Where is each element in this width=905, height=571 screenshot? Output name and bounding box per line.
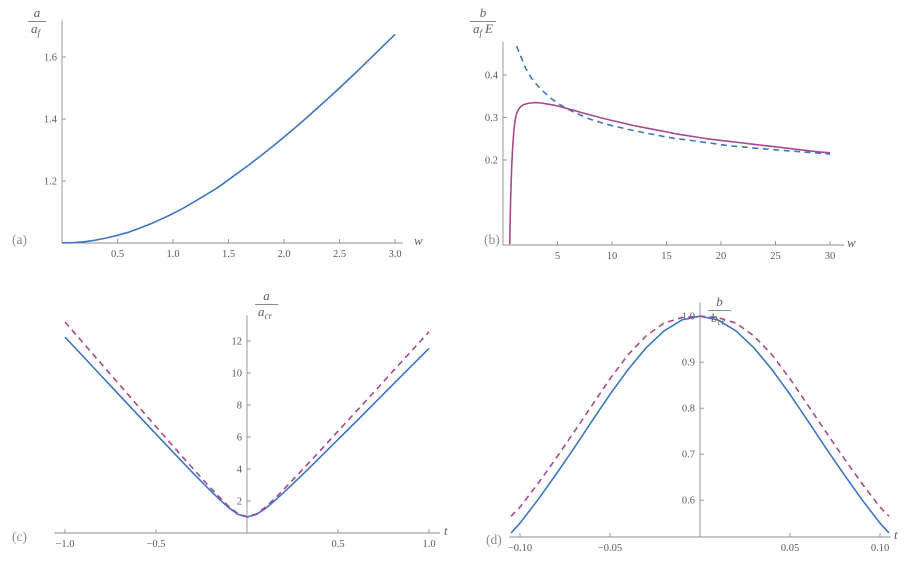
y-tick-label: 10	[232, 369, 243, 380]
panel-d: −0.10 −0.05 0.05 0.10 0.6 0.7 0.8 0.9 1.0 b bcr …	[452, 285, 905, 571]
x-tick-label: −0.05	[598, 543, 622, 554]
x-tick-label: 15	[661, 251, 672, 262]
panel-b-ylabel-den-base: a	[473, 20, 480, 36]
x-tick-label: 3.0	[388, 249, 401, 260]
panel-d-ylabel-den-base: b	[711, 309, 718, 325]
y-tick-label: 6	[237, 433, 242, 444]
x-tick-label: 30	[825, 251, 836, 262]
chart-b: 5 10 15 20 25 30 0.2 0.3 0.4	[485, 41, 845, 262]
x-tick-label: 0.10	[871, 543, 889, 554]
x-tick-label: 20	[716, 251, 727, 262]
curve-blue-dashed	[515, 45, 831, 155]
chart-a: 0.5 1.0 1.5 2.0 2.5 3.0 1.2 1.4 1.6	[44, 19, 403, 260]
x-tick-label: 2.5	[333, 249, 346, 260]
y-tick-label: 1.4	[44, 115, 58, 126]
panel-d-ylabel: b bcr	[708, 294, 731, 327]
curve-purple-dashed	[510, 315, 890, 517]
panel-a-letter: (a)	[12, 232, 27, 247]
y-tick-label: 2	[237, 497, 242, 508]
panel-c-ylabel-den-sub: cr	[264, 310, 273, 321]
y-tick-label: 0.6	[682, 496, 695, 507]
panel-c-xlabel: t	[444, 523, 448, 538]
panel-c-letter: (c)	[12, 529, 27, 544]
x-tick-label: 2.0	[277, 249, 290, 260]
panel-c-ylabel-den-base: a	[258, 303, 265, 319]
y-tick-label: 8	[237, 401, 242, 412]
panel-b-ylabel-den-sub: f	[479, 27, 483, 38]
panel-a-ylabel-numerator: a	[33, 5, 41, 20]
x-tick-label: −0.5	[146, 539, 165, 550]
y-tick-label: 0.2	[485, 156, 498, 167]
x-tick-label: 10	[607, 251, 618, 262]
panel-b-ylabel: b af E	[470, 5, 496, 38]
curve-purple-dashed	[64, 321, 430, 518]
x-tick-label: 1.0	[166, 249, 179, 260]
panel-a-ylabel-den-base: a	[31, 20, 38, 36]
y-tick-label: 1.6	[44, 53, 57, 64]
y-tick-label: 0.7	[682, 450, 695, 461]
y-tick-label: 0.8	[682, 404, 695, 415]
y-tick-label: 0.9	[682, 358, 695, 369]
panel-a-ylabel: a af	[28, 5, 47, 38]
y-tick-label: 1.2	[44, 177, 57, 188]
panel-c-ylabel-numerator: a	[263, 288, 270, 303]
x-tick-label: −0.10	[508, 543, 532, 554]
y-tick-label: 0.4	[485, 71, 499, 82]
panel-b-xlabel: w	[847, 235, 856, 250]
panel-b-ylabel-den-rest: E	[485, 20, 493, 36]
x-tick-label: 25	[770, 251, 781, 262]
panel-d-letter: (d)	[486, 532, 502, 547]
panel-b-letter: (b)	[484, 232, 500, 247]
panel-c: −1.0 −0.5 0.5 1.0 2 4 6 8 10 12 a acr t (c)	[0, 285, 453, 571]
panel-c-ylabel: a acr	[255, 288, 278, 321]
panel-b-ylabel-denominator: af E	[470, 20, 496, 38]
panel-d-ylabel-numerator: b	[716, 294, 723, 309]
chart-d: −0.10 −0.05 0.05 0.100.60.70.80.91.0	[508, 302, 891, 554]
panel-a-ylabel-denominator: af	[28, 20, 47, 38]
panel-d-ylabel-denominator: bcr	[708, 309, 731, 327]
x-tick-label: 5	[555, 251, 560, 262]
x-tick-label: 1.0	[422, 539, 435, 550]
panel-a-xlabel: w	[414, 233, 423, 248]
panel-b-ylabel-numerator: b	[479, 5, 487, 20]
y-tick-label: 4	[237, 465, 243, 476]
x-tick-label: 0.05	[781, 543, 799, 554]
panel-a: 0.5 1.0 1.5 2.0 2.5 3.0 1.2 1.4 1.6 a af w (a)	[0, 0, 453, 286]
curve-purple-solid	[509, 101, 831, 245]
x-tick-label: 0.5	[111, 249, 124, 260]
x-tick-label: 1.5	[222, 249, 235, 260]
panel-c-ylabel-denominator: acr	[255, 303, 278, 321]
x-tick-label: 0.5	[331, 539, 344, 550]
panel-b: 5 10 15 20 25 30 0.2 0.3 0.4 b af E w (b)	[452, 0, 905, 286]
panel-d-xlabel: t	[894, 527, 898, 542]
chart-c: −1.0 −0.5 0.5 1.0 2 4 6 8 10 12	[54, 315, 440, 550]
panel-d-ylabel-den-sub: cr	[717, 316, 726, 327]
y-tick-label: 0.3	[485, 113, 498, 124]
y-tick-label: 12	[232, 337, 243, 348]
curve-blue-solid	[61, 33, 396, 244]
panel-a-ylabel-den-sub: f	[37, 27, 41, 38]
x-tick-label: −1.0	[55, 539, 74, 550]
